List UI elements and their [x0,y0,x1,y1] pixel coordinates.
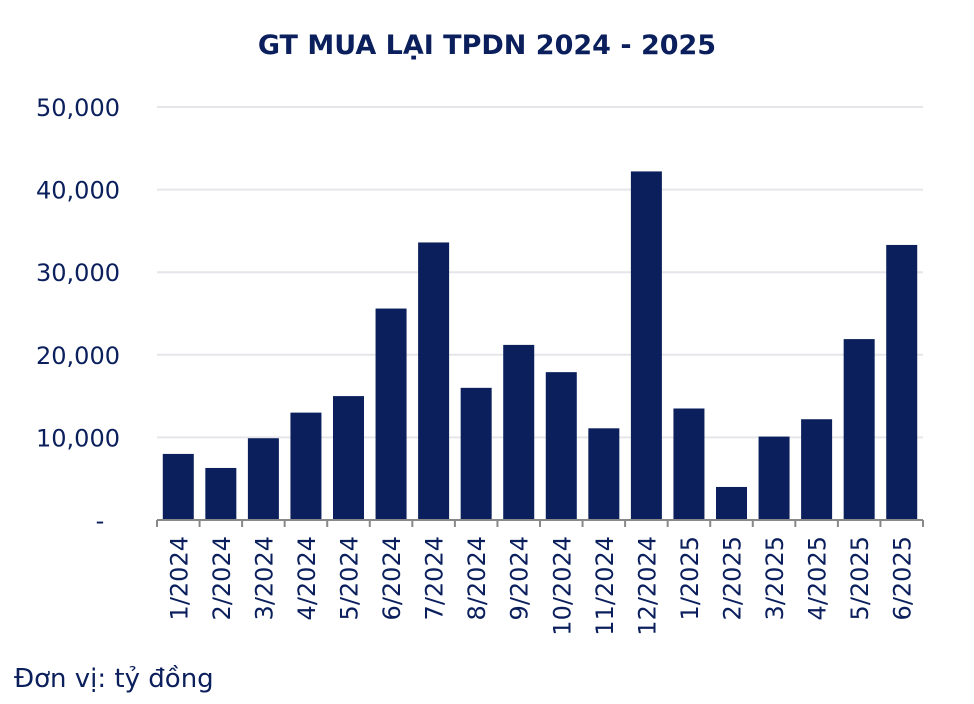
x-tick-label: 6/2025 [889,536,917,620]
bar [588,428,620,520]
bar [801,419,833,520]
x-tick-label: 4/2024 [293,536,321,620]
x-tick-label: 5/2024 [336,536,364,620]
x-tick-label: 3/2025 [761,536,789,620]
bar [673,408,705,520]
bar [460,387,492,520]
unit-note: Đơn vị: tỷ đồng [14,664,214,694]
y-tick-label: 50,000 [36,94,120,122]
x-axis [156,519,924,527]
bar [333,396,364,520]
x-tick-label: 8/2024 [463,536,491,620]
bars [162,171,918,521]
bar [418,242,450,521]
y-tick-label: 30,000 [36,259,120,287]
x-tick-label: 3/2024 [250,536,278,620]
y-tick-label: 40,000 [36,177,120,205]
bar [843,339,875,520]
bar [290,412,322,520]
bar [758,436,790,520]
x-tick-label: 6/2024 [378,536,406,620]
bar [886,244,918,520]
x-tick-label: 7/2024 [421,536,449,620]
gridlines [157,106,923,439]
x-tick-label: 2/2025 [719,536,747,620]
y-tick-label: - [96,507,105,535]
x-tick-label: 10/2024 [548,536,576,636]
x-tick-label: 1/2025 [676,536,704,620]
bar [503,344,535,520]
bar [162,453,194,520]
x-tick-label: 9/2024 [506,536,534,620]
x-tick-label: 5/2025 [846,536,874,620]
bar [205,467,237,520]
y-tick-label: 10,000 [36,424,120,452]
bar [375,308,407,520]
bar [247,438,279,520]
bar [545,372,577,520]
y-axis-ticks: - 10,000 20,000 30,000 40,000 50,000 [36,94,120,535]
y-tick-label: 20,000 [36,342,120,370]
bar [716,486,747,520]
x-tick-label: 11/2024 [591,536,619,636]
x-tick-label: 12/2024 [633,536,661,636]
bar [630,171,662,521]
x-tick-label: 4/2025 [804,536,832,620]
chart-title: GT MUA LẠI TPDN 2024 - 2025 [257,30,717,61]
x-axis-ticks: 1/2024 2/2024 3/2024 4/2024 5/2024 6/2024 7/20… [165,536,916,636]
x-tick-label: 2/2024 [208,536,236,620]
x-tick-label: 1/2024 [165,536,193,620]
